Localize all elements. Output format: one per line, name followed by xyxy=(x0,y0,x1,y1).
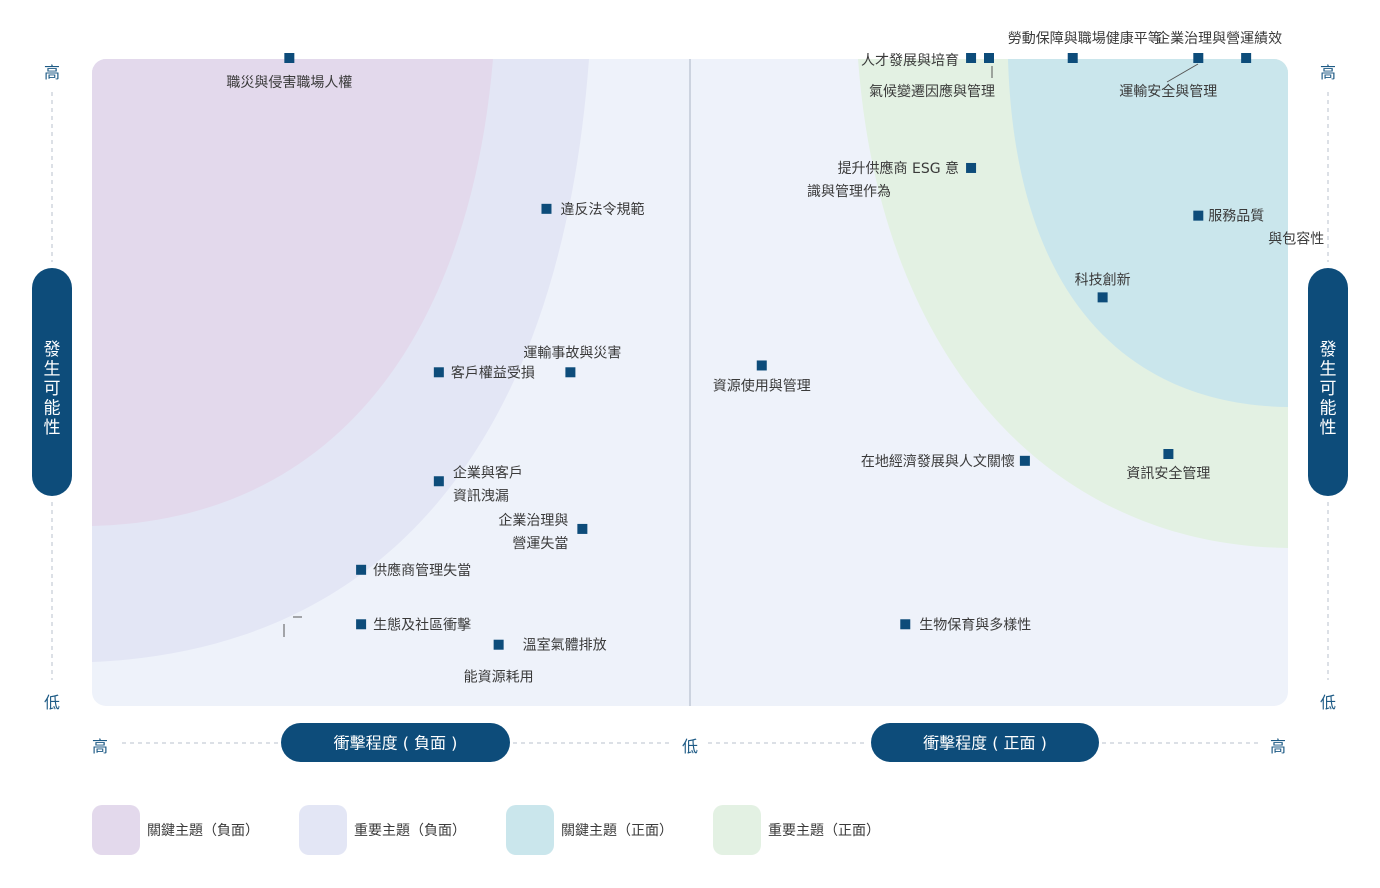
chart-marks: 職災與侵害職場人權違反法令規範運輸事故與災害客戶權益受損企業與客戶資訊洩漏企業治… xyxy=(226,30,1324,686)
legend-item: 重要主題（正面） xyxy=(713,805,920,855)
legend-item: 關鍵主題（正面） xyxy=(506,805,713,855)
point-label: 資源使用與管理 xyxy=(713,377,811,394)
legend-label: 關鍵主題（正面） xyxy=(561,823,673,839)
point-label: 運輸安全與管理 xyxy=(1119,83,1217,100)
point-label: 生態及社區衝擊 xyxy=(373,616,471,633)
legend-label: 重要主題（正面） xyxy=(768,823,880,839)
y-axis-label-right: 發生可能性 xyxy=(1320,340,1337,438)
marker-positive xyxy=(966,162,977,173)
leader-line-transport-safety xyxy=(1166,63,1199,83)
point-label: 在地經濟發展與人文關懷 xyxy=(861,454,1015,470)
marker-negative xyxy=(433,367,444,378)
marker-positive xyxy=(1097,292,1108,303)
marker-positive xyxy=(900,619,911,630)
marker-positive xyxy=(1019,455,1030,466)
x-low-center: 低 xyxy=(682,737,698,756)
legend-swatch xyxy=(299,805,347,855)
point-label: 企業治理與營運績效 xyxy=(1156,30,1282,47)
legend-label: 關鍵主題（負面） xyxy=(147,823,259,839)
marker-negative xyxy=(284,53,295,63)
x-axis-label-positive: 衝擊程度 ( 正面 ) xyxy=(923,734,1047,753)
point-label: 氣候變遷因應與管理 xyxy=(869,83,995,100)
point-label: 科技創新 xyxy=(1075,272,1131,288)
marker-positive xyxy=(984,53,994,63)
point-label: 違反法令規範 xyxy=(560,201,644,218)
legend-swatch xyxy=(713,805,761,855)
point-label: 服務品質與包容性 xyxy=(1208,209,1324,248)
legend-item: 重要主題（負面） xyxy=(299,805,506,855)
y-axis-label-left: 發生可能性 xyxy=(44,340,61,438)
point-label: 勞動保障與職場健康平等 xyxy=(1008,30,1162,47)
marker-positive xyxy=(1067,53,1078,63)
point-label: 客戶權益受損 xyxy=(451,364,535,381)
x-high-right: 高 xyxy=(1270,737,1286,756)
point-label: 能資源耗用 xyxy=(464,670,534,686)
marker-positive xyxy=(1193,53,1204,63)
marker-positive xyxy=(1193,210,1204,221)
x-high-left: 高 xyxy=(92,737,108,756)
legend-swatch xyxy=(506,805,554,855)
marker-positive xyxy=(1163,449,1174,460)
legend: 關鍵主題（負面） 重要主題（負面） 關鍵主題（正面） 重要主題（正面） xyxy=(92,805,920,855)
point-label: 溫室氣體排放 xyxy=(523,637,607,654)
y-axis-pill-left xyxy=(32,268,72,496)
legend-swatch xyxy=(92,805,140,855)
point-label: 運輸事故與災害 xyxy=(523,345,621,361)
y-high-left: 高 xyxy=(44,63,60,82)
point-label: 企業治理與營運失當 xyxy=(498,512,568,552)
marker-positive xyxy=(966,53,977,63)
marker-negative xyxy=(493,639,504,650)
marker-negative xyxy=(577,523,588,534)
point-label: 職災與侵害職場人權 xyxy=(226,74,352,91)
marker-negative xyxy=(356,619,367,630)
marker-negative xyxy=(565,367,576,378)
y-low-right: 低 xyxy=(1320,693,1336,712)
legend-item: 關鍵主題（負面） xyxy=(92,805,299,855)
point-label: 供應商管理失當 xyxy=(373,562,471,579)
point-label: 生物保育與多樣性 xyxy=(919,616,1031,633)
point-label: 企業與客戶資訊洩漏 xyxy=(453,464,523,504)
x-axis-pill-positive xyxy=(871,723,1099,762)
zone-key-positive xyxy=(1008,59,1288,407)
point-label: 提升供應商 ESG 意識與管理作為 xyxy=(807,160,959,200)
zone-key-negative xyxy=(92,59,493,526)
point-label: 人才發展與培育 xyxy=(861,53,959,69)
y-low-left: 低 xyxy=(44,693,60,712)
y-axis-pill-right xyxy=(1308,268,1348,496)
legend-label: 重要主題（負面） xyxy=(354,823,466,839)
y-high-right: 高 xyxy=(1320,63,1336,82)
marker-negative xyxy=(433,476,444,487)
x-axis-label-negative: 衝擊程度 ( 負面 ) xyxy=(334,734,458,753)
marker-negative xyxy=(541,203,552,214)
point-label: 資訊安全管理 xyxy=(1126,465,1210,482)
marker-positive xyxy=(756,360,767,371)
x-axis-pill-negative xyxy=(281,723,510,762)
marker-positive xyxy=(1241,53,1252,63)
marker-negative xyxy=(356,564,367,575)
